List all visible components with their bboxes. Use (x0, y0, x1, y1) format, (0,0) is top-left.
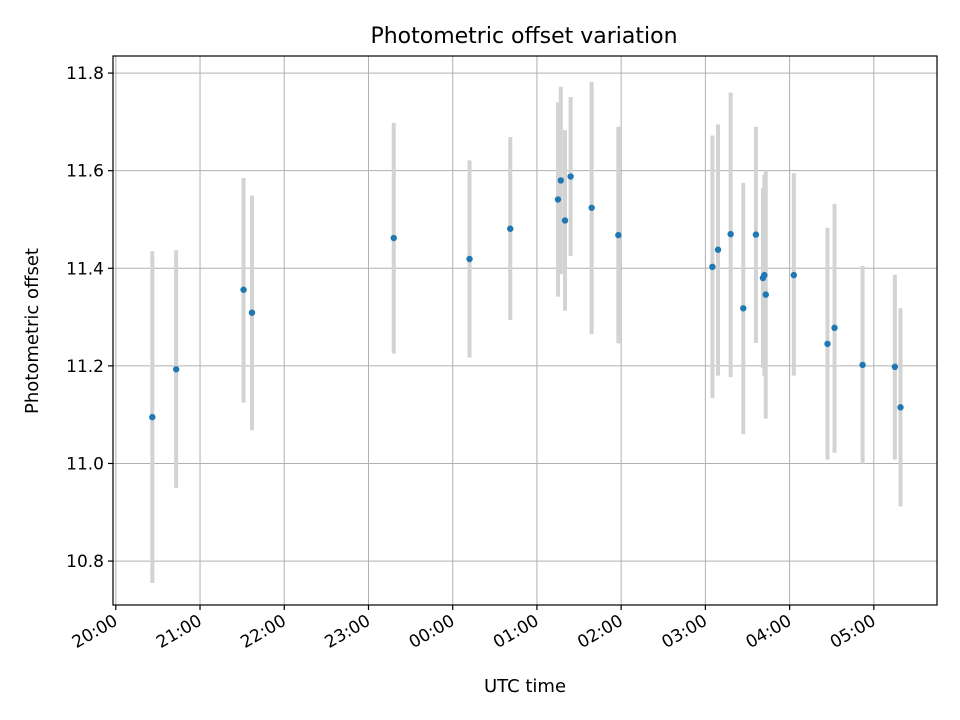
data-point (240, 286, 247, 293)
data-point (248, 309, 256, 316)
data-point (149, 413, 156, 421)
data-point (554, 196, 562, 203)
x-tick-label: 23:00 (322, 611, 374, 653)
x-tick-label: 05:00 (827, 611, 879, 653)
data-point (831, 324, 838, 332)
y-tick-label: 11.4 (66, 259, 104, 279)
data-point (709, 263, 716, 271)
y-tick-label: 11.6 (66, 162, 104, 182)
y-axis-label: Photometric offset (22, 248, 43, 414)
data-point (790, 271, 798, 279)
data-point (752, 231, 760, 238)
x-tick-label: 04:00 (743, 611, 795, 653)
x-axis-label: UTC time (484, 676, 566, 697)
data-point (740, 305, 747, 312)
data-point (762, 291, 769, 298)
data-point (897, 404, 904, 411)
data-point (615, 231, 622, 239)
y-tick-label: 10.8 (66, 552, 104, 572)
data-point (727, 230, 734, 238)
data-point (859, 361, 866, 369)
x-tick-label: 03:00 (658, 611, 710, 653)
data-point (588, 204, 595, 211)
y-tick-label: 11.2 (66, 357, 104, 377)
data-point (561, 217, 569, 224)
data-point (567, 173, 574, 180)
y-tick-label: 11.8 (66, 64, 104, 84)
data-point (172, 366, 180, 373)
data-points (149, 173, 904, 421)
data-point (557, 177, 564, 184)
data-point (507, 225, 514, 232)
x-tick-label: 01:00 (490, 611, 542, 653)
y-tick-label: 11.0 (66, 454, 104, 474)
data-point (891, 363, 899, 371)
x-axis-ticks: 20:00 21:00 22:00 23:00 00:00 01:00 02:00 03:00… (69, 605, 879, 653)
plot-frame (112, 55, 938, 606)
data-point (714, 246, 722, 253)
y-axis-ticks: 10.8 11.0 11.2 11.4 11.6 11.8 (66, 64, 113, 572)
x-tick-label: 21:00 (153, 611, 205, 653)
x-tick-label: 02:00 (574, 611, 626, 653)
data-point (390, 234, 397, 242)
x-tick-label: 20:00 (69, 611, 121, 653)
data-point (761, 271, 768, 279)
data-point (466, 255, 473, 263)
x-tick-label: 22:00 (237, 611, 289, 653)
x-tick-label: 00:00 (406, 611, 458, 653)
chart-title: Photometric offset variation (370, 24, 677, 49)
grid (113, 56, 937, 605)
error-bars (150, 81, 903, 584)
data-point (824, 340, 831, 348)
